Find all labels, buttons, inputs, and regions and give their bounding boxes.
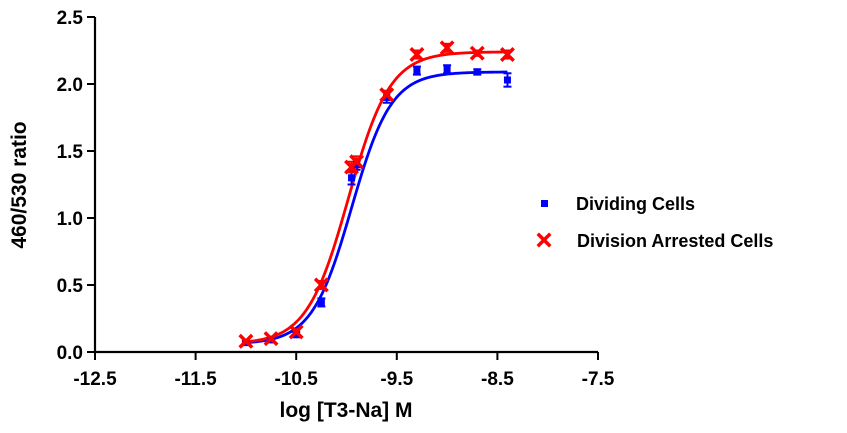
- y-tick-label: 2.0: [57, 75, 83, 96]
- y-tick-label: 1.5: [57, 142, 84, 163]
- data-point-x: [499, 47, 515, 62]
- x-tick-label: -7.5: [582, 369, 615, 390]
- data-point-x: [469, 45, 485, 61]
- y-tick-label: 2.5: [57, 8, 84, 29]
- y-ticks: 0.0 0.5 1.0 1.5 2.0 2.5: [57, 8, 95, 364]
- x-axis-title: log [T3-Na] M: [280, 399, 413, 422]
- data-point-square: [317, 298, 325, 306]
- y-tick-label: 0.0: [57, 343, 83, 364]
- data-point-square: [503, 76, 511, 84]
- data-point-square: [383, 93, 391, 101]
- data-point-square: [473, 68, 481, 76]
- data-point-square: [292, 331, 300, 339]
- fit-curve-1: [245, 50, 508, 344]
- data-point-square: [443, 65, 451, 73]
- legend: Dividing Cells Division Arrested Cells: [536, 194, 773, 251]
- data-point-x: [288, 324, 304, 340]
- y-tick-label: 1.0: [57, 209, 83, 230]
- legend-marker-square: [541, 200, 548, 207]
- legend-label-dividing-cells: Dividing Cells: [576, 194, 695, 214]
- legend-item-dividing-cells: Dividing Cells: [541, 194, 695, 214]
- legend-label-division-arrested-cells: Division Arrested Cells: [577, 231, 773, 251]
- x-tick-label: -11.5: [174, 369, 217, 390]
- error-bars: [241, 42, 512, 345]
- data-point-x: [409, 47, 425, 62]
- y-axis-title: 460/530 ratio: [8, 121, 31, 248]
- x-tick-label: -9.5: [380, 369, 413, 390]
- y-tick-label: 0.5: [57, 276, 84, 297]
- data-point-x: [379, 87, 395, 103]
- data-point-x: [313, 277, 329, 293]
- data-point-square: [413, 67, 421, 75]
- data-point-x: [238, 333, 254, 349]
- data-point-x: [349, 154, 365, 170]
- axes: [93, 17, 598, 354]
- fit-curves: [245, 50, 508, 345]
- data-point-x: [439, 40, 455, 56]
- x-tick-label: -12.5: [73, 369, 117, 390]
- data-points: [238, 40, 515, 349]
- fit-curve-0: [245, 70, 508, 345]
- data-point-square: [348, 174, 356, 182]
- legend-marker-x: [536, 232, 552, 248]
- x-tick-label: -8.5: [481, 369, 514, 390]
- x-tick-label: -10.5: [275, 369, 319, 390]
- x-ticks: -12.5 -11.5 -10.5 -9.5 -8.5 -7.5: [73, 352, 615, 390]
- data-point-x: [263, 331, 279, 347]
- legend-item-division-arrested-cells: Division Arrested Cells: [536, 231, 773, 251]
